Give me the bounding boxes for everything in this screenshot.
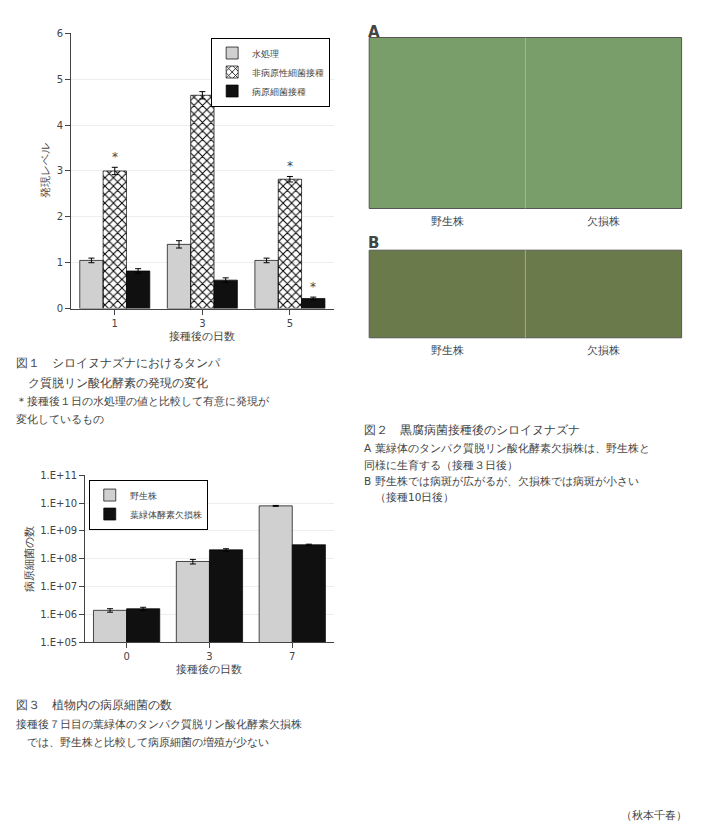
svg-text:（接種10日後）: （接種10日後） <box>364 491 454 503</box>
svg-text:5: 5 <box>57 74 63 85</box>
svg-text:5: 5 <box>287 318 293 329</box>
svg-text:0: 0 <box>57 303 63 314</box>
svg-text:図２ 黒腐病菌接種後のシロイヌナズナ: 図２ 黒腐病菌接種後のシロイヌナズナ <box>364 423 580 437</box>
svg-text:野生株: 野生株 <box>130 491 157 501</box>
svg-text:A: A <box>368 23 380 41</box>
svg-text:1: 1 <box>57 257 63 268</box>
svg-text:病原細菌接種: 病原細菌接種 <box>252 87 306 97</box>
svg-text:*: * <box>287 159 293 173</box>
svg-text:＊接種後１日の水処理の値と比較して有意に発現が: ＊接種後１日の水処理の値と比較して有意に発現が <box>16 395 270 408</box>
svg-text:ク質脱リン酸化酵素の発現の変化: ク質脱リン酸化酵素の発現の変化 <box>16 376 208 390</box>
svg-text:1.E+08: 1.E+08 <box>40 553 77 564</box>
svg-text:図１ シロイヌナズナにおけるタンパ: 図１ シロイヌナズナにおけるタンパ <box>16 356 221 370</box>
svg-text:3: 3 <box>206 651 212 662</box>
svg-text:1.E+07: 1.E+07 <box>40 581 77 592</box>
svg-text:B: B <box>368 234 379 252</box>
svg-text:病原細菌の数: 病原細菌の数 <box>23 526 36 592</box>
svg-text:水処理: 水処理 <box>252 49 279 59</box>
svg-text:A 葉緑体のタンパク質脱リン酸化酵素欠損株は、野生株と: A 葉緑体のタンパク質脱リン酸化酵素欠損株は、野生株と <box>364 442 650 454</box>
svg-text:*: * <box>310 280 316 294</box>
svg-text:1.E+09: 1.E+09 <box>40 525 77 536</box>
svg-text:では、野生株と比較して病原細菌の増殖が少ない: では、野生株と比較して病原細菌の増殖が少ない <box>16 736 269 749</box>
svg-text:接種後７日目の葉緑体のタンパク質脱リン酸化酵素欠損株: 接種後７日目の葉緑体のタンパク質脱リン酸化酵素欠損株 <box>16 718 302 731</box>
svg-text:変化しているもの: 変化しているもの <box>16 413 104 426</box>
svg-text:図３ 植物内の病原細菌の数: 図３ 植物内の病原細菌の数 <box>16 698 172 712</box>
svg-text:発現レベル: 発現レベル <box>39 143 52 198</box>
svg-text:葉緑体酵素欠損株: 葉緑体酵素欠損株 <box>130 510 202 520</box>
svg-text:野生株: 野生株 <box>431 215 464 228</box>
svg-text:1.E+05: 1.E+05 <box>40 637 77 648</box>
svg-text:0: 0 <box>123 651 129 662</box>
svg-text:*: * <box>112 150 118 164</box>
svg-text:同様に生育する（接種３日後）: 同様に生育する（接種３日後） <box>364 459 518 472</box>
svg-text:1.E+10: 1.E+10 <box>40 498 77 509</box>
svg-text:7: 7 <box>289 651 295 662</box>
svg-text:（秋本千春）: （秋本千春） <box>621 809 687 822</box>
svg-text:野生株: 野生株 <box>431 344 464 357</box>
svg-text:接種後の日数: 接種後の日数 <box>169 330 235 343</box>
svg-text:1: 1 <box>112 318 118 329</box>
svg-text:非病原性細菌接種: 非病原性細菌接種 <box>252 68 324 78</box>
svg-text:B 野生株では病斑が広がるが、欠損株では病斑が小さい: B 野生株では病斑が広がるが、欠損株では病斑が小さい <box>364 475 639 487</box>
svg-text:欠損株: 欠損株 <box>587 344 620 357</box>
svg-text:接種後の日数: 接種後の日数 <box>176 663 242 676</box>
svg-text:3: 3 <box>199 318 205 329</box>
svg-text:2: 2 <box>57 211 63 222</box>
svg-text:6: 6 <box>57 28 63 39</box>
svg-text:1.E+06: 1.E+06 <box>40 609 77 620</box>
svg-text:3: 3 <box>57 165 63 176</box>
svg-text:欠損株: 欠損株 <box>587 215 620 228</box>
svg-text:4: 4 <box>57 120 63 131</box>
svg-text:1.E+11: 1.E+11 <box>40 470 77 481</box>
